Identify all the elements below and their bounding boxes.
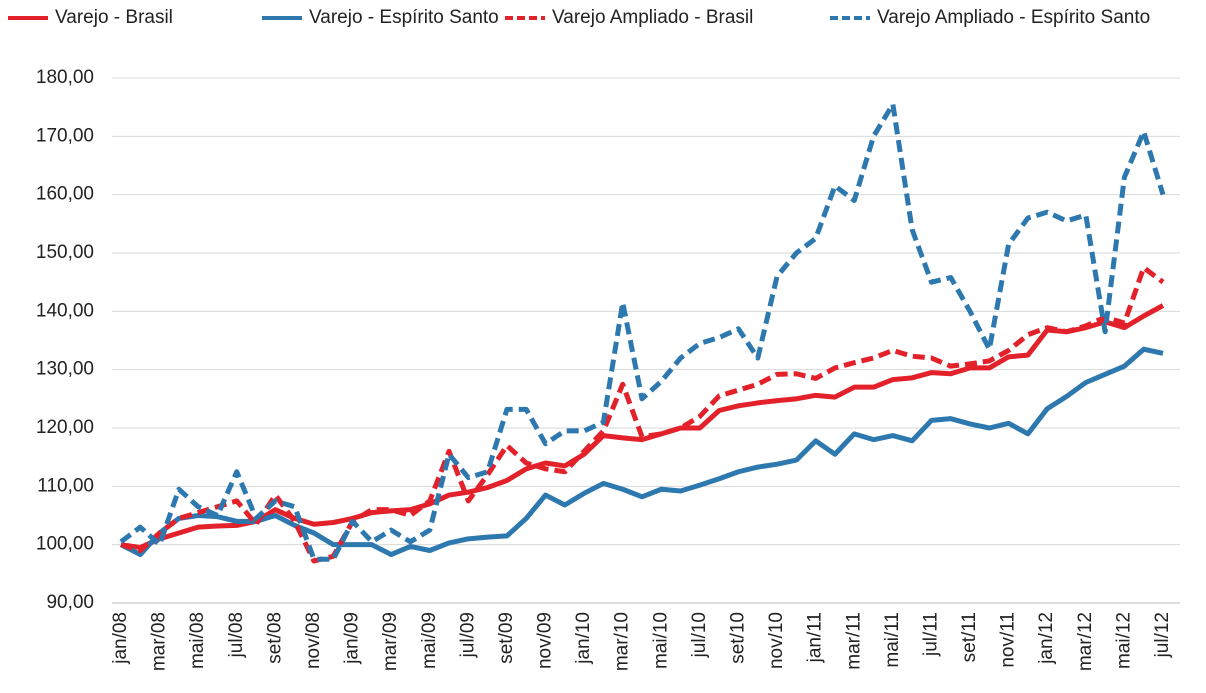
x-tick-label: mar/09 <box>380 612 401 671</box>
x-tick-label: mai/09 <box>419 612 440 669</box>
legend-label: Varejo - Brasil <box>55 7 173 28</box>
x-tick-label: mai/10 <box>650 612 671 669</box>
x-tick-label: jul/12 <box>1152 612 1173 658</box>
x-tick-label: jul/08 <box>226 612 247 658</box>
x-tick-label: nov/10 <box>766 612 787 669</box>
x-tick-label: set/09 <box>496 612 517 664</box>
legend-label: Varejo Ampliado - Espírito Santo <box>877 7 1150 28</box>
x-tick-label: mar/11 <box>843 612 864 670</box>
x-tick-label: mar/08 <box>149 612 170 671</box>
y-tick-label: 140,00 <box>36 300 94 321</box>
legend-label: Varejo Ampliado - Brasil <box>552 7 753 28</box>
x-tick-label: set/08 <box>264 612 285 664</box>
x-tick-label: nov/08 <box>303 612 324 669</box>
y-tick-label: 100,00 <box>36 534 94 555</box>
x-tick-label: jan/09 <box>342 612 363 665</box>
y-tick-label: 160,00 <box>36 184 94 205</box>
y-tick-label: 170,00 <box>36 125 94 146</box>
series-line <box>120 303 1165 551</box>
x-tick-label: jan/12 <box>1036 612 1057 665</box>
x-tick-label: jan/08 <box>110 612 131 665</box>
series-line <box>119 101 1166 562</box>
y-tick-label: 90,00 <box>46 592 94 613</box>
x-tick-label: nov/11 <box>998 612 1019 668</box>
y-tick-label: 130,00 <box>36 359 94 380</box>
y-tick-label: 150,00 <box>36 242 94 263</box>
x-tick-label: mai/11 <box>882 612 903 668</box>
x-tick-label: mar/12 <box>1075 612 1096 671</box>
x-tick-label: jan/10 <box>573 612 594 665</box>
y-tick-label: 180,00 <box>36 67 94 88</box>
x-tick-label: jan/11 <box>805 612 826 663</box>
x-tick-label: mai/08 <box>187 612 208 669</box>
x-tick-label: set/10 <box>727 612 748 664</box>
series-line <box>120 265 1165 564</box>
x-tick-label: set/11 <box>959 612 980 662</box>
legend-label: Varejo - Espírito Santo <box>309 7 499 28</box>
x-tick-label: jul/11 <box>920 612 941 657</box>
series-line <box>119 346 1164 558</box>
x-tick-label: mai/12 <box>1113 612 1134 669</box>
x-tick-label: jul/10 <box>689 612 710 658</box>
x-tick-label: jul/09 <box>457 612 478 658</box>
y-tick-label: 120,00 <box>36 417 94 438</box>
x-tick-label: nov/09 <box>535 612 556 669</box>
x-tick-label: mar/10 <box>612 612 633 671</box>
y-tick-label: 110,00 <box>37 475 94 496</box>
